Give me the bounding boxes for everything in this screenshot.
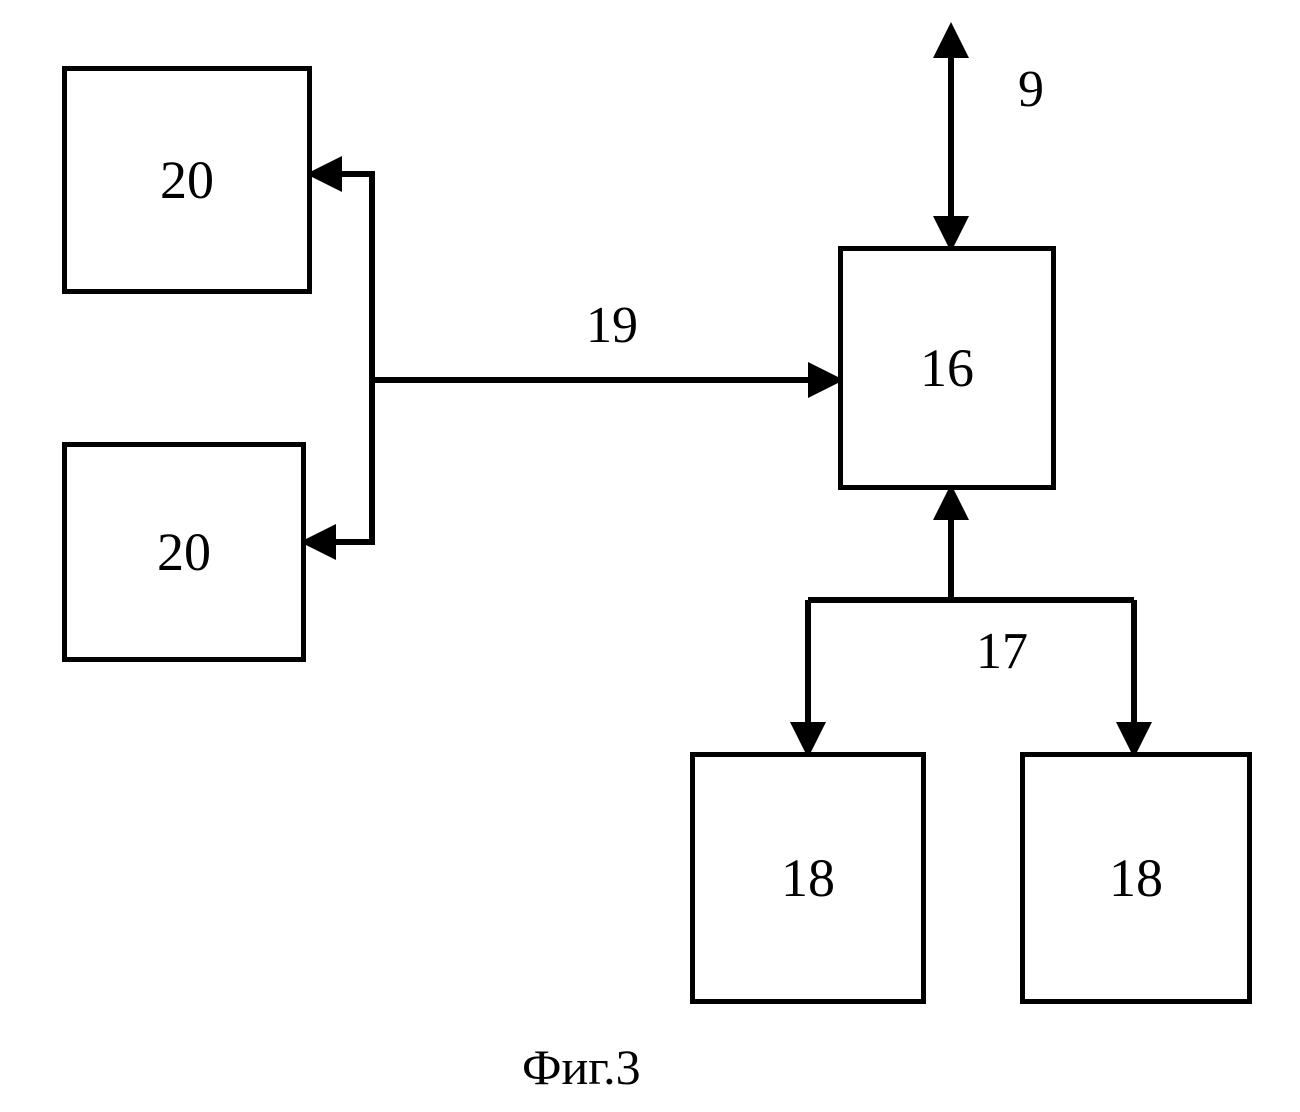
- edge-label-e9: 9: [1018, 60, 1044, 119]
- edge-label-e19: 19: [586, 296, 638, 355]
- edge-label-e17: 17: [976, 622, 1028, 681]
- node-n18a: 18: [690, 752, 926, 1004]
- node-label: 16: [920, 337, 974, 399]
- node-label: 18: [781, 847, 835, 909]
- node-label: 20: [157, 521, 211, 583]
- node-label: 20: [160, 149, 214, 211]
- node-n20b: 20: [62, 442, 306, 662]
- node-label: 18: [1109, 847, 1163, 909]
- node-n18b: 18: [1020, 752, 1252, 1004]
- figure-caption: Фиг.3: [522, 1038, 641, 1096]
- node-n16: 16: [838, 246, 1056, 490]
- node-n20a: 20: [62, 66, 312, 294]
- diagram-canvas: Фиг.3 20 20 16 18 18 9 19 17: [0, 0, 1300, 1112]
